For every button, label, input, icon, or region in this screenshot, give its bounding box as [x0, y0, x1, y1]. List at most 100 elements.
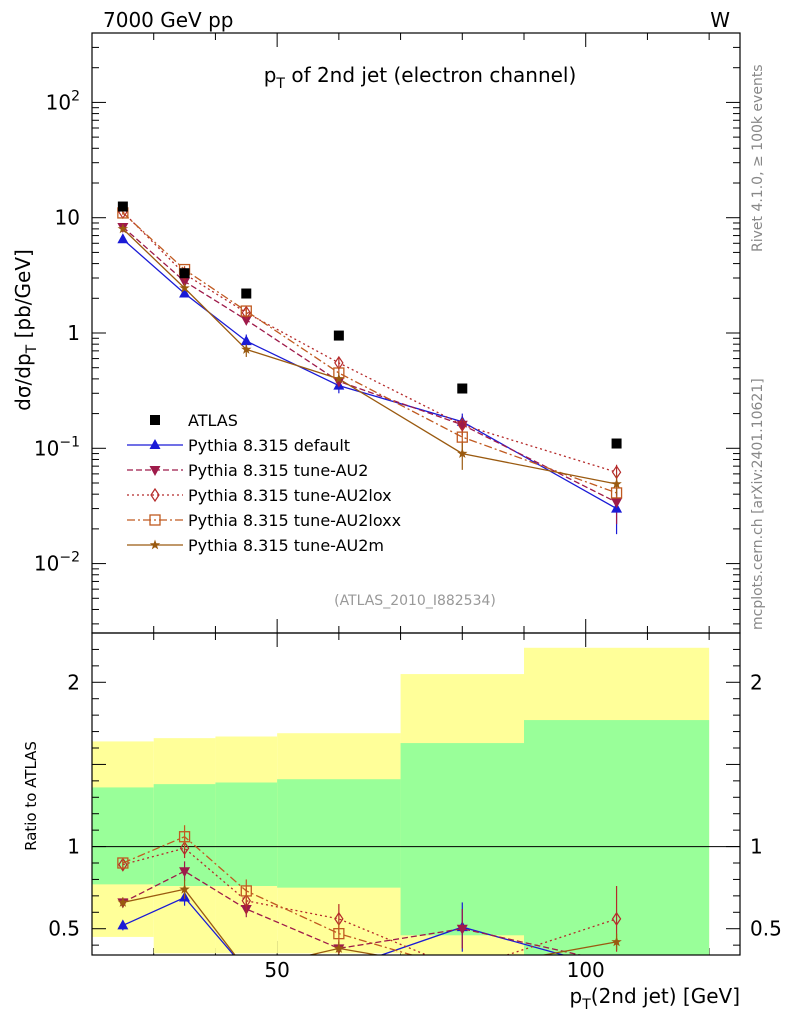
- legend-label: Pythia 8.315 tune-AU2loxx: [188, 511, 401, 530]
- ratio-y-axis-label: Ratio to ATLAS: [22, 741, 40, 851]
- series-line-4: [122, 228, 617, 485]
- green-band: [277, 779, 401, 888]
- y-tick-label: 1: [67, 321, 80, 345]
- series-2-point: [457, 417, 468, 432]
- ratio-uncertainty-bands: [92, 647, 740, 955]
- ratio-3-point: [240, 885, 252, 897]
- atlas-data-point: [179, 268, 190, 279]
- series-0-point: [240, 335, 252, 346]
- legend-marker: [149, 439, 161, 449]
- legend-label: Pythia 8.315 tune-AU2: [188, 461, 368, 480]
- rivet-version-label: Rivet 4.1.0, ≥ 100k events: [750, 64, 766, 252]
- y-tick-label: 102: [46, 88, 80, 114]
- ratio-2-point: [458, 964, 466, 976]
- atlas-data-point: [117, 201, 128, 212]
- ratio-2-point: [179, 841, 190, 856]
- atlas-data-point: [241, 288, 252, 299]
- y-tick-label: 10−1: [34, 434, 80, 460]
- ratio-y-tick-label-right: 0.5: [750, 917, 782, 941]
- legend-marker: [149, 514, 161, 526]
- legend-label: Pythia 8.315 tune-AU2lox: [188, 486, 392, 505]
- atlas-data-point: [611, 438, 622, 449]
- ratio-2-point: [118, 857, 128, 872]
- ratio-panel: 0.5 0.5 1 1 2 2 50 100 Ratio to ATLAS pT(2nd je…: [22, 632, 782, 1013]
- ratio-0-point: [117, 919, 129, 930]
- ratio-3-point: [457, 965, 467, 975]
- analysis-tag: (ATLAS_2010_I882534): [334, 593, 496, 609]
- series-4-point: [457, 448, 468, 458]
- ratio-2-point: [611, 911, 622, 926]
- series-0-point: [179, 287, 191, 298]
- legend-marker: [150, 415, 160, 425]
- main-markers: [117, 201, 623, 513]
- ratio-3-point: [117, 857, 129, 869]
- legend-label: ATLAS: [188, 411, 238, 430]
- series-4-point: [179, 282, 190, 293]
- series-2-point: [611, 465, 622, 480]
- ratio-line-0: [122, 896, 566, 955]
- ratio-4-point: [241, 964, 251, 974]
- series-0-point: [117, 233, 129, 244]
- atlas-data-point: [333, 330, 344, 341]
- ratio-1-point: [179, 867, 191, 878]
- ratio-1-point: [456, 924, 468, 935]
- series-4-point: [333, 373, 345, 384]
- series-line-2: [122, 211, 617, 473]
- main-title: pT of 2nd jet (electron channel): [264, 63, 577, 92]
- legend-marker: [149, 466, 161, 476]
- atlas-data-point: [457, 383, 468, 394]
- ratio-clipped: [117, 825, 622, 976]
- series-1-point: [333, 377, 345, 388]
- series-3-point: [610, 487, 623, 499]
- ratio-0-point: [611, 964, 622, 974]
- legend: ATLAS Pythia 8.315 default Pythia 8.315 tu…: [127, 411, 401, 555]
- header-right: W: [710, 8, 730, 32]
- ratio-y-tick-label-left: 2: [67, 670, 80, 694]
- series-1-point: [240, 315, 252, 326]
- ratio-axis-ticks: 0.5 0.5 1 1 2 2 50 100: [48, 648, 782, 982]
- mcplots-label: mcplots.cern.ch [arXiv:2401.10621]: [750, 378, 766, 630]
- x-tick-label: 50: [264, 958, 289, 982]
- series-2-point: [334, 355, 344, 371]
- legend-label: Pythia 8.315 default: [188, 436, 350, 455]
- series-4-point: [241, 343, 252, 354]
- legend-marker: [150, 487, 160, 503]
- green-band: [215, 782, 278, 886]
- series-1-point: [179, 277, 191, 288]
- series-3-point: [240, 305, 252, 317]
- ratio-2-point: [241, 893, 252, 908]
- ratio-line-3: [122, 835, 415, 955]
- series-4-point: [611, 478, 622, 489]
- ratio-4-point: [333, 942, 345, 953]
- series-1-point: [611, 498, 623, 509]
- ratio-3-point: [178, 831, 191, 843]
- series-line-0: [122, 238, 617, 510]
- ratio-y-tick-label-right: 2: [750, 670, 763, 694]
- ratio-y-tick-label-left: 0.5: [48, 917, 80, 941]
- series-line-1: [122, 226, 617, 503]
- ratio-y-tick-label-left: 1: [67, 835, 80, 859]
- ratio-4-point: [611, 936, 622, 947]
- series-3-point: [456, 431, 468, 443]
- ratio-1-point: [611, 959, 622, 969]
- legend-label: Pythia 8.315 tune-AU2m: [188, 536, 384, 555]
- header-left: 7000 GeV pp: [103, 8, 234, 32]
- main-y-axis-label: dσ/dpT [pb/GeV]: [11, 249, 40, 411]
- ratio-4-point: [457, 964, 467, 974]
- ratio-3-point: [333, 927, 345, 940]
- ratio-y-tick-label-right: 1: [750, 835, 763, 859]
- ratio-line-1: [122, 870, 583, 955]
- y-tick-label: 10: [55, 206, 80, 230]
- ratio-4-point: [179, 883, 190, 894]
- x-axis-label: pT(2nd jet) [GeV]: [570, 984, 740, 1013]
- ratio-3-point: [612, 965, 622, 975]
- y-tick-label: 10−2: [34, 550, 80, 576]
- ratio-series-lines: [117, 825, 622, 976]
- ratio-0-point: [241, 964, 252, 974]
- ratio-frame: [91, 632, 741, 956]
- ratio-4-point: [117, 896, 129, 907]
- x-tick-label: 100: [567, 958, 605, 982]
- series-line-3: [122, 212, 617, 494]
- legend-marker: [149, 539, 161, 550]
